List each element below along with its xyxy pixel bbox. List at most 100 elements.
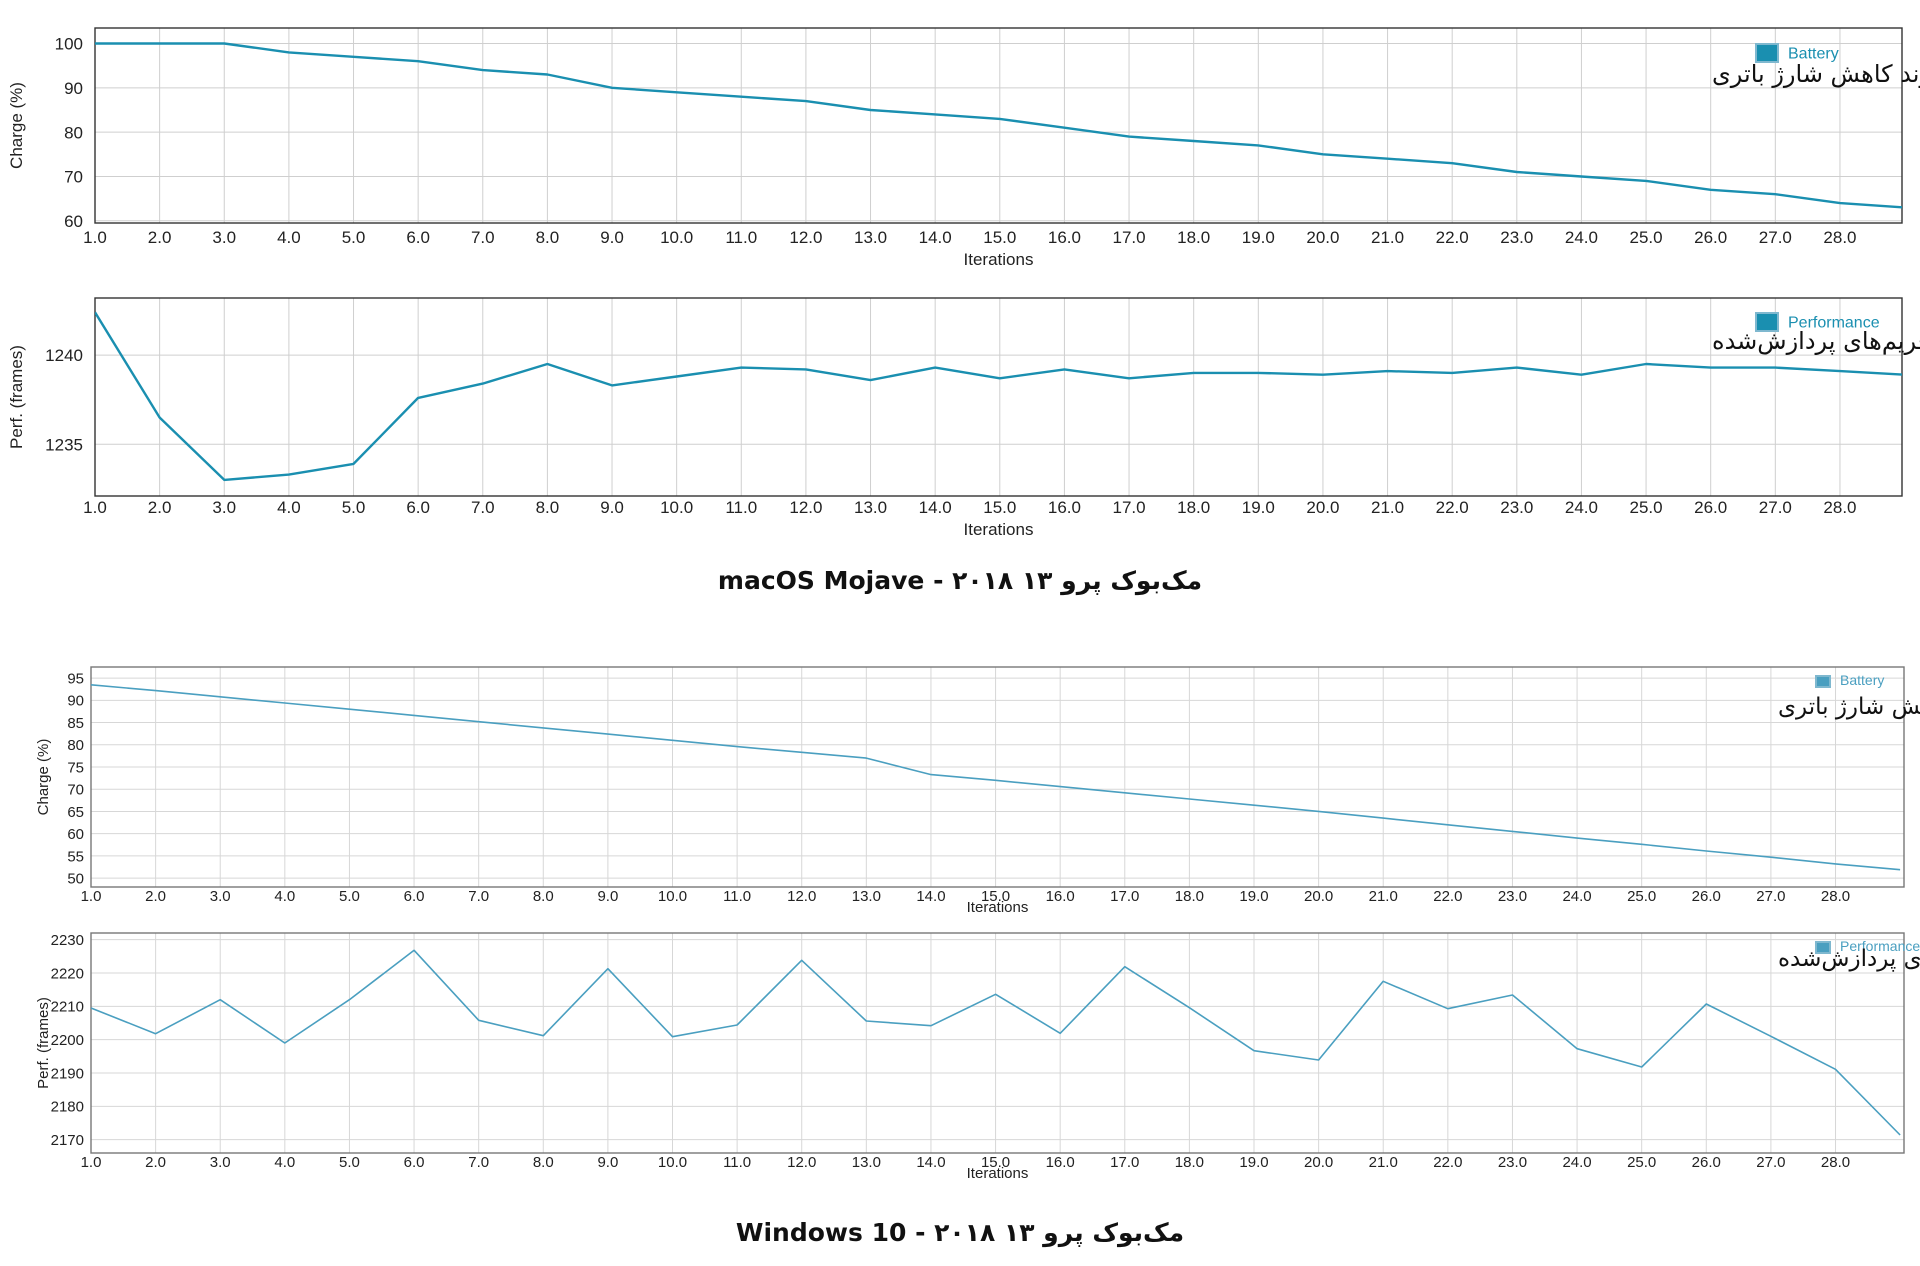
x-tick-label: 24.0 [1562, 888, 1591, 905]
y-tick-label: 85 [67, 715, 84, 732]
x-tick-label: 11.0 [723, 888, 751, 905]
x-tick-label: 7.0 [468, 888, 489, 905]
y-tick-label: 80 [64, 123, 83, 142]
x-axis-label: Iterations [967, 899, 1029, 916]
y-tick-label: 60 [64, 212, 83, 231]
y-tick-label: 70 [64, 168, 83, 187]
x-tick-label: 6.0 [404, 888, 425, 905]
x-tick-label: 25.0 [1630, 498, 1663, 517]
x-tick-label: 14.0 [919, 228, 952, 247]
x-tick-label: 15.0 [983, 498, 1016, 517]
x-tick-label: 16.0 [1046, 1154, 1075, 1171]
x-tick-label: 3.0 [210, 1154, 231, 1171]
x-tick-label: 4.0 [274, 888, 295, 905]
legend: Battery [1815, 672, 1884, 688]
x-tick-label: 6.0 [404, 1154, 425, 1171]
x-tick-label: 7.0 [471, 498, 495, 517]
y-tick-label: 60 [67, 826, 84, 843]
x-tick-label: 10.0 [658, 1154, 687, 1171]
y-tick-label: 2170 [51, 1132, 84, 1149]
x-tick-label: 2.0 [148, 498, 172, 517]
y-tick-label: 1235 [45, 435, 83, 454]
x-tick-label: 16.0 [1048, 228, 1081, 247]
y-tick-label: 80 [67, 737, 84, 754]
x-tick-label: 14.0 [916, 888, 945, 905]
x-tick-label: 26.0 [1692, 888, 1721, 905]
y-tick-label: 70 [67, 782, 84, 799]
x-tick-label: 16.0 [1048, 498, 1081, 517]
x-tick-label: 5.0 [339, 1154, 360, 1171]
x-tick-label: 17.0 [1110, 1154, 1139, 1171]
legend-label: Battery [1788, 45, 1839, 62]
x-tick-label: 3.0 [212, 498, 236, 517]
series-line-performance [91, 949, 1901, 1136]
section-title-windows: Windows 10 - مک‌بوک پرو ۱۳ ۲۰۱۸ [735, 1218, 1185, 1247]
x-tick-label: 27.0 [1756, 1154, 1785, 1171]
x-tick-label: 27.0 [1759, 228, 1792, 247]
x-tick-label: 10.0 [658, 888, 687, 905]
x-tick-label: 26.0 [1692, 1154, 1721, 1171]
x-tick-label: 28.0 [1823, 498, 1856, 517]
x-tick-label: 19.0 [1239, 888, 1268, 905]
series-line-battery [95, 42, 1902, 209]
x-tick-label: 8.0 [533, 1154, 554, 1171]
x-tick-label: 14.0 [919, 498, 952, 517]
y-axis-label: Charge (%) [35, 739, 52, 816]
x-tick-label: 3.0 [210, 888, 231, 905]
x-tick-label: 1.0 [81, 888, 102, 905]
legend-label: Performance [1788, 314, 1880, 331]
x-tick-label: 20.0 [1304, 1154, 1333, 1171]
chart-annotation: روند کاهش شارژ باتری [1778, 694, 1920, 720]
x-tick-label: 13.0 [854, 498, 887, 517]
x-tick-label: 12.0 [789, 228, 822, 247]
x-tick-label: 7.0 [468, 1154, 489, 1171]
chart-annotation: روند افت تعداد فریم‌های پردازش‌شده [1778, 946, 1920, 972]
legend-label: Performance [1840, 938, 1920, 954]
x-tick-label: 19.0 [1242, 228, 1275, 247]
x-tick-label: 4.0 [277, 498, 301, 517]
x-tick-label: 9.0 [597, 1154, 618, 1171]
x-tick-label: 11.0 [723, 1154, 751, 1171]
x-axis-label: Iterations [967, 1165, 1029, 1182]
x-tick-label: 28.0 [1823, 228, 1856, 247]
x-tick-label: 23.0 [1500, 228, 1533, 247]
x-axis-label: Iterations [964, 520, 1034, 539]
x-tick-label: 21.0 [1371, 498, 1404, 517]
chart-1: 1.0 2.0 3.0 4.0 5.0 6.0 7.0 8.0 9.0 10.0 11.0 12.0 1… [7, 27, 1920, 269]
x-tick-label: 22.0 [1436, 228, 1469, 247]
x-tick-label: 26.0 [1694, 498, 1727, 517]
x-tick-label: 18.0 [1175, 1154, 1204, 1171]
x-tick-label: 15.0 [981, 888, 1010, 905]
x-tick-label: 12.0 [789, 498, 822, 517]
chart-3: 1.0 2.0 3.0 4.0 5.0 6.0 7.0 8.0 9.0 10.0 11.0 12.0 1… [35, 666, 1920, 916]
x-tick-label: 23.0 [1498, 1154, 1527, 1171]
x-tick-label: 6.0 [406, 228, 430, 247]
y-tick-label: 90 [64, 79, 83, 98]
y-tick-label: 65 [67, 804, 84, 821]
y-tick-label: 2210 [51, 999, 84, 1016]
legend-swatch [1815, 675, 1831, 688]
x-tick-label: 18.0 [1177, 228, 1210, 247]
x-tick-label: 7.0 [471, 228, 495, 247]
chart-annotation: روند کاهش شارژ باتری [1712, 60, 1920, 88]
legend-swatch [1815, 941, 1831, 954]
y-tick-label: 90 [67, 693, 84, 710]
x-tick-label: 21.0 [1371, 228, 1404, 247]
y-tick-label: 2220 [51, 965, 84, 982]
legend: Performance [1755, 312, 1880, 332]
x-tick-label: 13.0 [854, 228, 887, 247]
x-tick-label: 13.0 [852, 888, 881, 905]
x-tick-label: 16.0 [1046, 888, 1075, 905]
y-tick-label: 2200 [51, 1032, 84, 1049]
y-tick-label: 2230 [51, 932, 84, 949]
chart-4: 1.0 2.0 3.0 4.0 5.0 6.0 7.0 8.0 9.0 10.0 11.0 12.0 1… [35, 932, 1920, 1182]
x-tick-label: 22.0 [1436, 498, 1469, 517]
y-tick-label: 95 [67, 671, 84, 688]
x-tick-label: 10.0 [660, 498, 693, 517]
y-tick-label: 100 [55, 35, 83, 54]
legend-swatch [1755, 312, 1779, 332]
series-line-battery [91, 684, 1901, 871]
x-tick-label: 20.0 [1306, 498, 1339, 517]
plot-frame [90, 666, 1905, 888]
x-tick-label: 27.0 [1759, 498, 1792, 517]
